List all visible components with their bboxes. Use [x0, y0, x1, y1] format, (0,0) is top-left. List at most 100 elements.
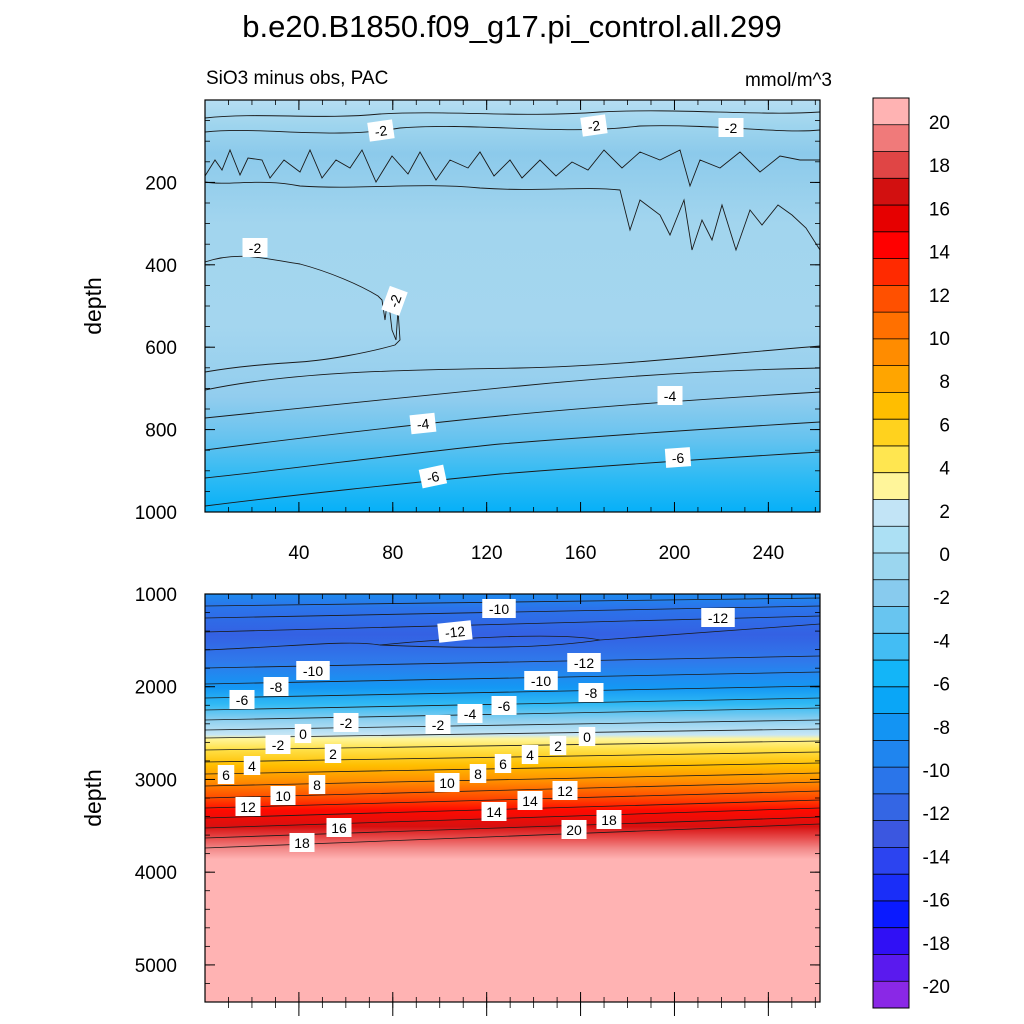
bottom-contour-label: -10: [482, 599, 516, 618]
bottom-contour-label-text: 18: [294, 835, 310, 851]
colorbar-swatch: [873, 793, 909, 822]
bottom-contour-label-box: [578, 727, 596, 746]
colorbar-tick-label: -14: [923, 847, 951, 868]
top-contour-label-text: -4: [664, 388, 677, 404]
bottom-ytick-label: 5000: [135, 956, 177, 977]
bottom-contour-label: 12: [235, 797, 261, 816]
bottom-contour-label-text: 2: [554, 738, 562, 754]
bottom-contour-label: -12: [437, 620, 473, 643]
top-ytick-label: 200: [145, 173, 177, 194]
bottom-contour-label-box: [491, 696, 517, 715]
bottom-contour-label-box: [482, 599, 516, 618]
chart-subtitle-left: SiO3 minus obs, PAC: [206, 68, 388, 89]
colorbar-tick-label: 12: [929, 286, 950, 307]
bottom-contour-label: 2: [324, 744, 342, 763]
bottom-contour-label: -8: [578, 683, 604, 702]
bottom-contour-label-text: 6: [222, 767, 230, 783]
bottom-contour-label-box: [469, 764, 487, 783]
bottom-contour-label-box: [524, 671, 558, 690]
bottom-contour-label-text: -12: [574, 655, 594, 671]
colorbar-swatch: [873, 124, 909, 153]
bottom-contour-label-text: 4: [248, 758, 256, 774]
bottom-contour-label-box: [561, 820, 587, 839]
bottom-contour-label-text: 4: [526, 747, 534, 763]
bottom-contour-label-text: -12: [444, 623, 466, 641]
bottom-contour-label-text: -8: [270, 679, 283, 695]
colorbar-swatch: [873, 98, 909, 126]
bottom-contour-label: 2: [549, 736, 567, 755]
bottom-contour-label: 8: [308, 775, 326, 794]
bottom-contour-label-box: [481, 802, 507, 821]
bottom-contour-label-text: -2: [432, 717, 445, 733]
bottom-contour-label: 20: [561, 820, 587, 839]
chart-title: b.e20.B1850.f09_g17.pi_control.all.299: [242, 9, 782, 44]
colorbar-tick-label: 0: [939, 545, 950, 566]
top-contour-label-box: [418, 464, 448, 489]
bottom-contour-label-box: [701, 608, 735, 627]
bottom-contour-label-text: 14: [486, 804, 502, 820]
top-contour-label-box: [242, 238, 268, 257]
top-contour-label: -6: [664, 447, 692, 468]
colorbar-swatch: [873, 767, 909, 795]
top-ytick-label: 600: [145, 338, 177, 359]
top-contour-lines: [205, 110, 820, 507]
bottom-contour-label-text: 0: [583, 729, 591, 745]
colorbar-tick-label: -18: [923, 934, 950, 955]
colorbar-swatch: [873, 713, 909, 741]
colorbar-tick-label: -6: [933, 675, 950, 696]
top-contour-label-box: [718, 118, 744, 137]
colorbar-swatch: [873, 606, 909, 634]
bottom-contour-label-box: [243, 756, 261, 775]
top-contour-label-text: -6: [671, 450, 685, 467]
colorbar-tick-label: 2: [939, 502, 950, 523]
top-xtick-label: 240: [753, 543, 785, 564]
colorbar-swatch: [873, 312, 909, 340]
bottom-contour-label: 4: [243, 756, 261, 775]
bottom-contour-label-box: [265, 735, 291, 754]
bottom-contour-label: -6: [491, 696, 517, 715]
bottom-contour-label-text: 6: [499, 756, 507, 772]
bottom-contour-label-box: [457, 704, 483, 723]
bottom-contour-label-box: [425, 715, 451, 734]
bottom-contour-label-text: 14: [522, 793, 538, 809]
bottom-contour-label: 0: [294, 724, 312, 743]
colorbar-tick-label: -2: [933, 588, 950, 609]
bottom-contour-label: -8: [263, 677, 289, 696]
bottom-ytick-label: 4000: [135, 863, 177, 884]
bottom-contour-label-text: 20: [566, 822, 582, 838]
colorbar-swatch: [873, 579, 909, 608]
colorbar-tick-label: 18: [929, 156, 950, 177]
bottom-contour-label-box: [578, 683, 604, 702]
top-contour-label: -2: [381, 285, 408, 316]
colorbar-swatch: [873, 927, 909, 955]
bottom-ylabel: depth: [80, 769, 106, 827]
bottom-ytick-label: 2000: [135, 678, 177, 699]
colorbar-tick-label: 20: [929, 113, 950, 134]
top-contour-label: -2: [580, 114, 608, 137]
colorbar-swatch: [873, 285, 909, 313]
colorbar-tick-label: -8: [933, 718, 950, 739]
top-contour-label-text: -2: [385, 292, 404, 309]
colorbar-swatch: [873, 392, 909, 420]
bottom-contour-label: 14: [481, 802, 507, 821]
colorbar-swatch: [873, 740, 909, 768]
bottom-contour-label-text: -6: [236, 692, 249, 708]
top-contour-label-text: -2: [249, 240, 262, 256]
colorbar-swatch: [873, 472, 909, 500]
bottom-contour-label: 0: [578, 727, 596, 746]
colorbar-swatch: [873, 445, 909, 474]
bottom-contour-label: -4: [457, 704, 483, 723]
colorbar-tick-label: 10: [929, 329, 950, 350]
bottom-contour-label: 10: [434, 773, 460, 792]
bottom-contour-label-box: [308, 775, 326, 794]
top-contour-label-box: [664, 447, 692, 468]
bottom-contour-label-box: [549, 736, 567, 755]
bottom-contour-label-text: 12: [240, 799, 256, 815]
bottom-contour-label: 4: [521, 745, 539, 764]
top-ylabel: depth: [80, 277, 106, 335]
bottom-contour-label: 10: [270, 786, 296, 805]
